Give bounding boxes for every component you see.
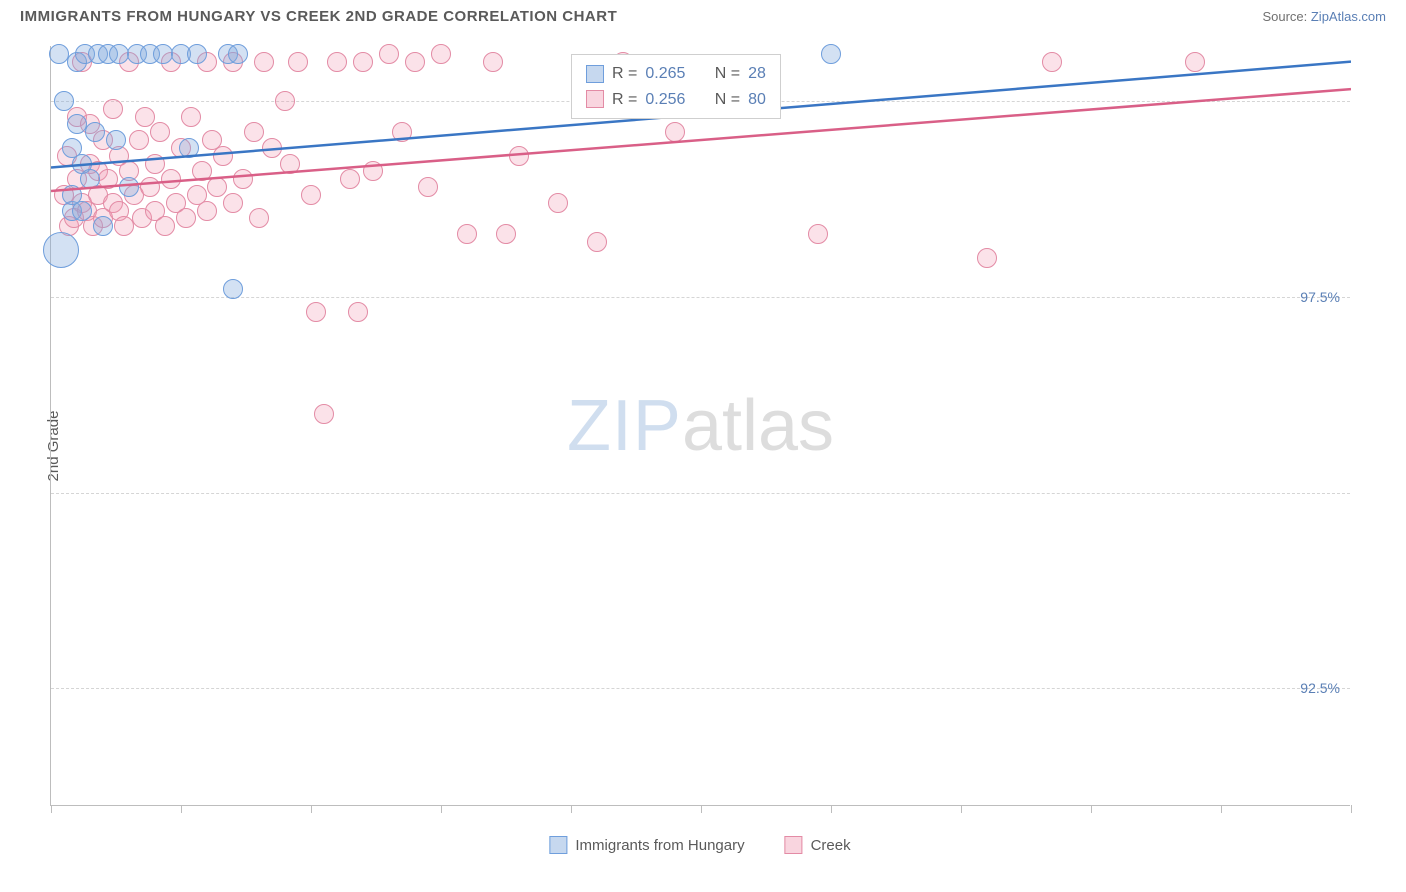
data-point <box>808 224 828 244</box>
swatch-icon <box>586 90 604 108</box>
data-point <box>43 232 79 268</box>
correlation-legend: R = 0.265 N = 28R = 0.256 N = 80 <box>571 54 781 119</box>
data-point <box>228 44 248 64</box>
data-point <box>179 138 199 158</box>
source-link[interactable]: ZipAtlas.com <box>1311 9 1386 24</box>
data-point <box>145 154 165 174</box>
x-tick <box>311 805 312 813</box>
data-point <box>140 177 160 197</box>
data-point <box>150 122 170 142</box>
x-tick <box>181 805 182 813</box>
swatch-icon <box>586 65 604 83</box>
data-point <box>821 44 841 64</box>
data-point <box>977 248 997 268</box>
data-point <box>155 216 175 236</box>
data-point <box>275 91 295 111</box>
data-point <box>457 224 477 244</box>
data-point <box>301 185 321 205</box>
data-point <box>340 169 360 189</box>
data-point <box>114 216 134 236</box>
x-tick <box>571 805 572 813</box>
data-point <box>483 52 503 72</box>
data-point <box>262 138 282 158</box>
data-point <box>405 52 425 72</box>
data-point <box>587 232 607 252</box>
source-label: Source: ZipAtlas.com <box>1262 9 1386 24</box>
data-point <box>548 193 568 213</box>
bottom-legend: Immigrants from Hungary Creek <box>549 836 850 854</box>
data-point <box>176 208 196 228</box>
data-point <box>213 146 233 166</box>
data-point <box>509 146 529 166</box>
x-tick <box>1091 805 1092 813</box>
data-point <box>223 193 243 213</box>
data-point <box>187 44 207 64</box>
data-point <box>135 107 155 127</box>
data-point <box>431 44 451 64</box>
data-point <box>288 52 308 72</box>
legend-item-creek: Creek <box>785 836 851 854</box>
data-point <box>348 302 368 322</box>
chart-title: IMMIGRANTS FROM HUNGARY VS CREEK 2ND GRA… <box>20 8 617 25</box>
swatch-hungary-icon <box>549 836 567 854</box>
legend-row: R = 0.256 N = 80 <box>586 87 766 113</box>
data-point <box>223 279 243 299</box>
data-point <box>1185 52 1205 72</box>
data-point <box>49 44 69 64</box>
data-point <box>249 208 269 228</box>
data-point <box>353 52 373 72</box>
x-tick <box>1351 805 1352 813</box>
data-point <box>109 44 129 64</box>
x-tick <box>51 805 52 813</box>
gridline <box>51 688 1350 689</box>
data-point <box>153 44 173 64</box>
data-point <box>306 302 326 322</box>
data-point <box>418 177 438 197</box>
y-tick-label: 92.5% <box>1300 680 1340 696</box>
x-tick <box>701 805 702 813</box>
data-point <box>72 201 92 221</box>
gridline <box>51 297 1350 298</box>
data-point <box>192 161 212 181</box>
watermark: ZIPatlas <box>567 385 834 467</box>
data-point <box>280 154 300 174</box>
data-point <box>119 177 139 197</box>
data-point <box>197 201 217 221</box>
legend-row: R = 0.265 N = 28 <box>586 61 766 87</box>
data-point <box>233 169 253 189</box>
trend-line <box>51 46 1351 806</box>
scatter-plot: ZIPatlas 92.5% 97.5% R = 0.265 N = 28R = 0… <box>50 46 1350 806</box>
data-point <box>181 107 201 127</box>
y-tick-label: 97.5% <box>1300 289 1340 305</box>
x-tick <box>441 805 442 813</box>
x-tick <box>1221 805 1222 813</box>
data-point <box>327 52 347 72</box>
data-point <box>161 169 181 189</box>
data-point <box>392 122 412 142</box>
x-tick <box>961 805 962 813</box>
data-point <box>103 99 123 119</box>
data-point <box>129 130 149 150</box>
data-point <box>207 177 227 197</box>
trend-line <box>51 46 1351 806</box>
data-point <box>1042 52 1062 72</box>
data-point <box>106 130 126 150</box>
data-point <box>80 169 100 189</box>
data-point <box>98 169 118 189</box>
data-point <box>254 52 274 72</box>
data-point <box>67 114 87 134</box>
data-point <box>496 224 516 244</box>
data-point <box>314 404 334 424</box>
gridline <box>51 493 1350 494</box>
legend-item-hungary: Immigrants from Hungary <box>549 836 744 854</box>
data-point <box>665 122 685 142</box>
data-point <box>363 161 383 181</box>
data-point <box>85 122 105 142</box>
data-point <box>379 44 399 64</box>
data-point <box>54 91 74 111</box>
data-point <box>244 122 264 142</box>
swatch-creek-icon <box>785 836 803 854</box>
data-point <box>93 216 113 236</box>
x-tick <box>831 805 832 813</box>
